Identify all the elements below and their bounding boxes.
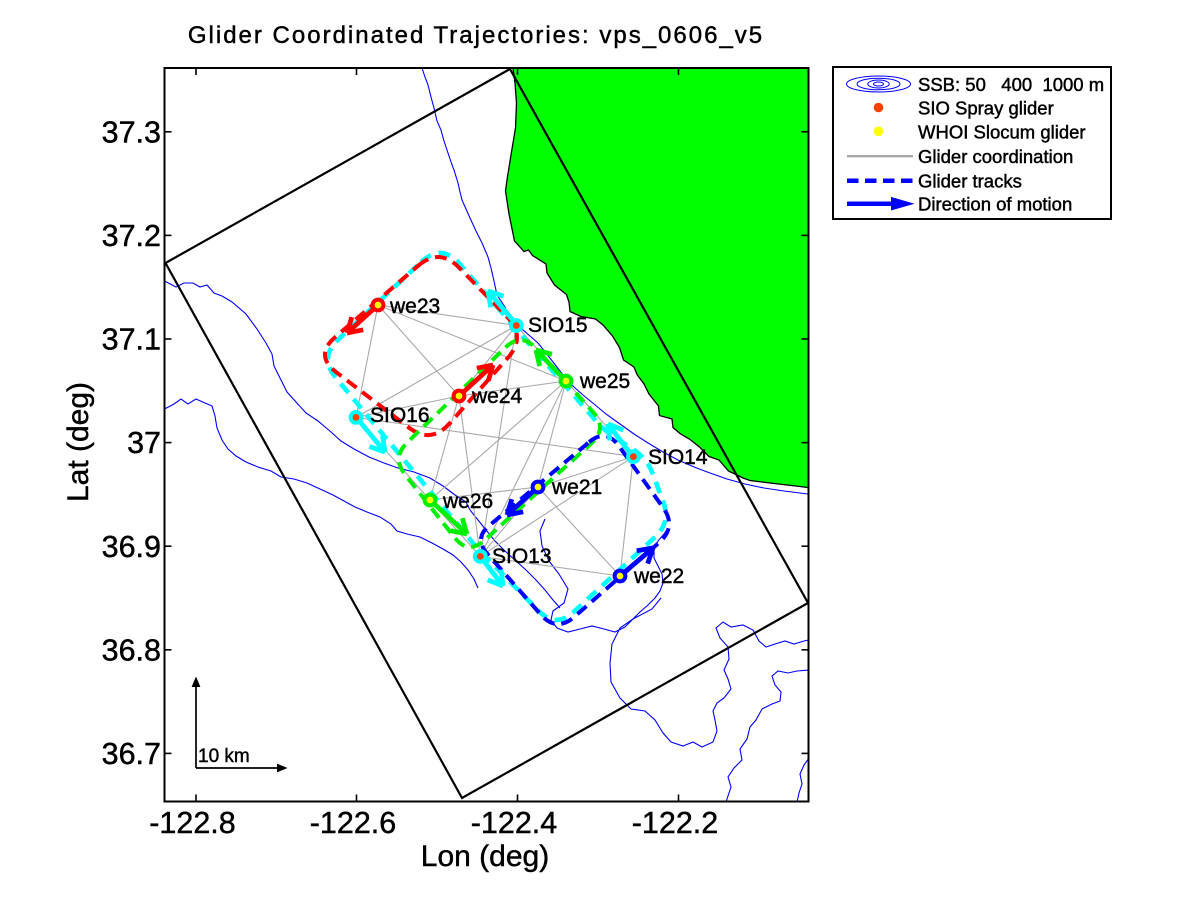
svg-text:37.1: 37.1 [102,323,161,357]
svg-text:10 km: 10 km [198,746,250,767]
svg-text:SIO13: SIO13 [492,545,552,568]
svg-text:37: 37 [127,426,161,460]
svg-text:37.3: 37.3 [102,115,161,149]
svg-text:SSB: 50 400 1000 m: SSB: 50 400 1000 m [918,74,1104,95]
svg-text:WHOI Slocum glider: WHOI Slocum glider [918,121,1086,142]
svg-text:we25: we25 [579,370,630,393]
svg-text:Glider coordination: Glider coordination [918,146,1073,167]
svg-text:Direction of motion: Direction of motion [918,194,1072,215]
svg-text:Lat (deg): Lat (deg) [62,382,95,502]
svg-text:-122.4: -122.4 [471,806,558,840]
svg-text:we23: we23 [389,295,440,318]
svg-text:we22: we22 [633,565,684,588]
svg-text:Glider tracks: Glider tracks [918,171,1022,192]
svg-text:SIO Spray glider: SIO Spray glider [918,98,1054,119]
svg-text:-122.2: -122.2 [632,806,718,840]
svg-text:we21: we21 [551,476,602,499]
svg-text:-122.6: -122.6 [310,806,396,840]
svg-text:Lon (deg): Lon (deg) [421,840,549,873]
svg-text:SIO15: SIO15 [528,314,588,337]
svg-text:we26: we26 [442,490,493,513]
svg-text:we24: we24 [471,385,523,408]
svg-text:37.2: 37.2 [102,219,161,253]
svg-text:-122.8: -122.8 [149,806,235,840]
svg-text:36.7: 36.7 [102,737,161,771]
svg-text:36.8: 36.8 [102,633,161,667]
svg-text:SIO16: SIO16 [370,404,430,427]
svg-text:36.9: 36.9 [102,530,161,564]
svg-text:Glider Coordinated Trajectorie: Glider Coordinated Trajectories: vps_060… [188,22,764,49]
svg-text:SIO14: SIO14 [648,446,708,469]
